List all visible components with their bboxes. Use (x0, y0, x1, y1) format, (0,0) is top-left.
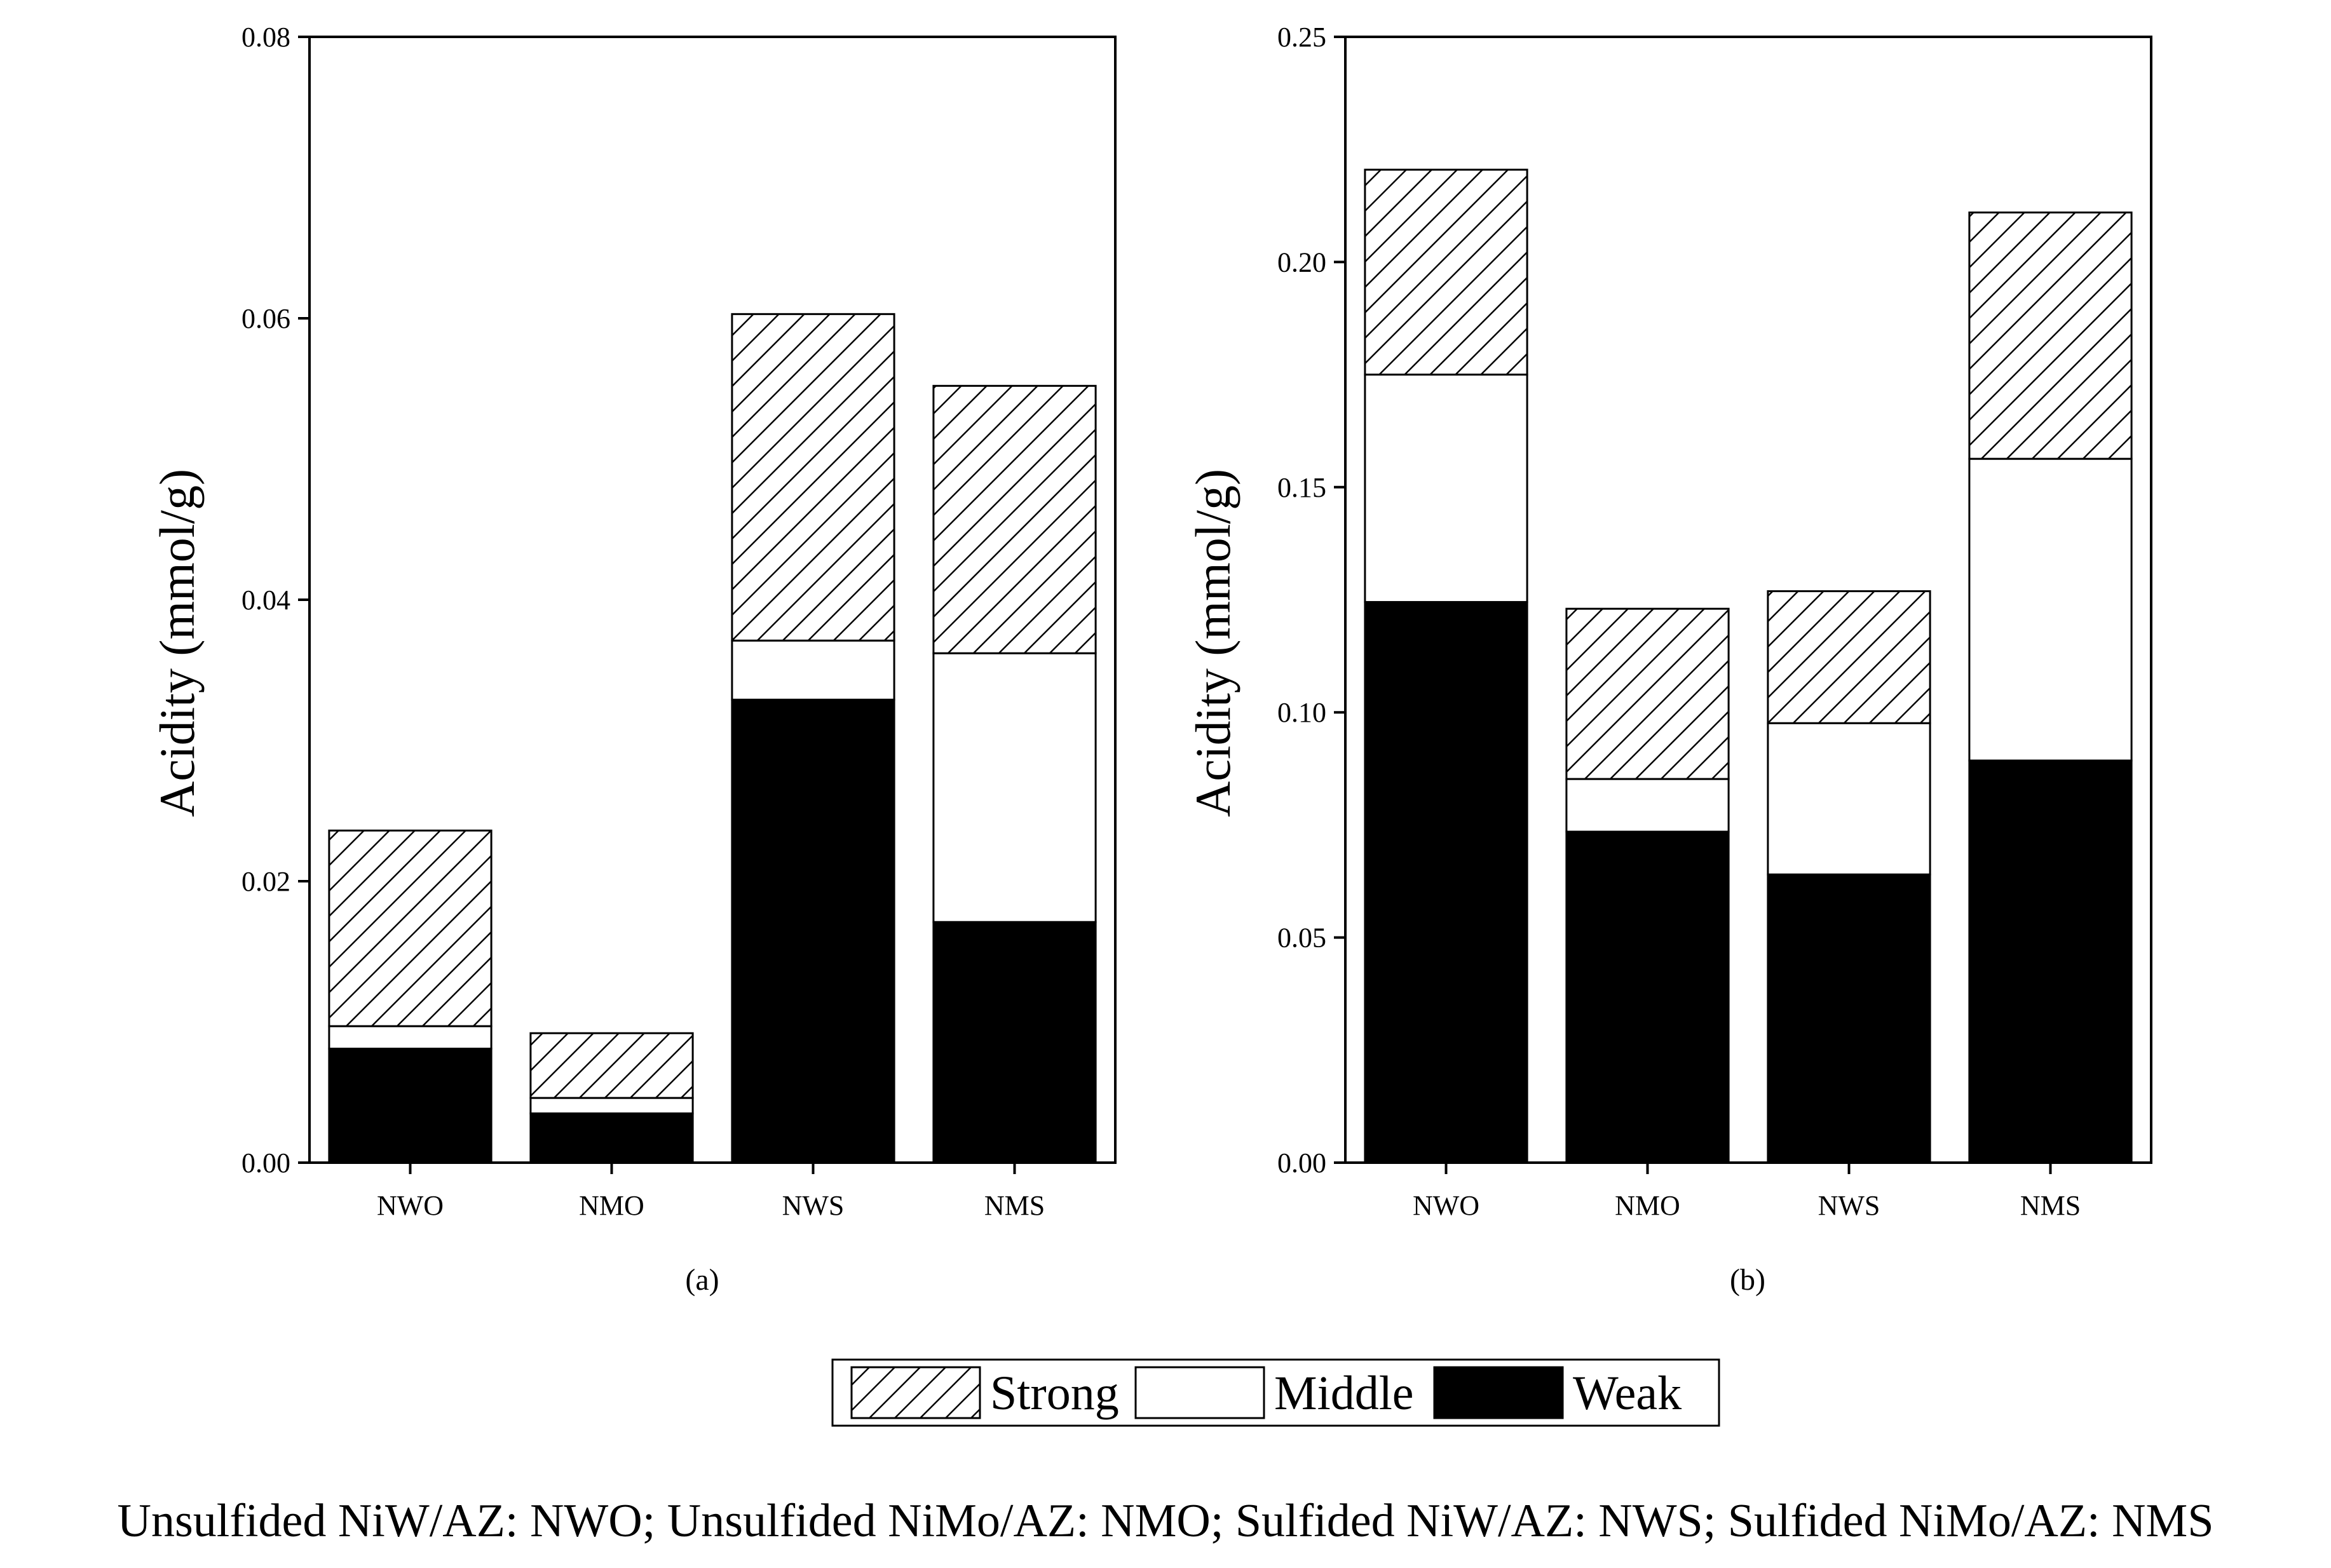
bar-strong-nwo (328, 829, 493, 1027)
y-tick-label: 0.15 (1277, 472, 1326, 503)
bar-strong-nmo (1565, 607, 1730, 780)
bar-middle-nmo (529, 1097, 694, 1114)
y-axis-a: 0.00 0.02 0.04 0.06 0.08 (241, 22, 309, 1179)
x-tick-label: NWS (782, 1190, 845, 1221)
bar-weak-nws (731, 698, 895, 1164)
y-tick-label: 0.25 (1277, 22, 1326, 53)
bars-b (1364, 168, 2133, 1164)
legend-swatch-strong (850, 1366, 981, 1419)
bar-weak-nmo (1565, 830, 1730, 1164)
bar-middle-nws (731, 639, 895, 701)
y-axis-label-b: Acidity (mmol/g) (1185, 469, 1240, 817)
chart-panel-a: 0.00 0.02 0.04 0.06 0.08 NWO NMO NWS NMS Acidit… (149, 22, 1117, 1297)
legend-label-strong: Strong (990, 1367, 1119, 1420)
panel-label-b: (b) (1730, 1263, 1765, 1297)
bar-middle-nwo (328, 1025, 493, 1050)
bar-strong-nmo (529, 1032, 694, 1099)
bar-strong-nws (731, 313, 895, 642)
legend-swatch-middle (1134, 1366, 1265, 1419)
bar-strong-nws (1767, 590, 1931, 724)
y-tick-label: 0.20 (1277, 247, 1326, 278)
chart-panel-b: 0.00 0.05 0.10 0.15 0.20 0.25 NWO NMO NWS NMS Ac… (1185, 22, 2152, 1297)
figure-caption: Unsulfided NiW/AZ: NWO; Unsulfided NiMo/… (117, 1495, 2214, 1547)
bars-a (328, 313, 1097, 1164)
x-tick-label: NWS (1818, 1190, 1880, 1221)
y-tick-label: 0.00 (241, 1147, 290, 1179)
bar-middle-nms (932, 652, 1097, 923)
x-tick-label: NMO (1615, 1190, 1680, 1221)
bar-weak-nmo (529, 1112, 694, 1164)
x-tick-label: NWO (377, 1190, 444, 1221)
bar-middle-nws (1767, 722, 1931, 875)
legend: Strong Middle Weak (831, 1358, 1720, 1427)
bar-strong-nms (932, 384, 1097, 654)
y-tick-label: 0.00 (1277, 1147, 1326, 1179)
bar-strong-nwo (1364, 168, 1528, 376)
x-tick-label: NMS (2020, 1190, 2081, 1221)
y-tick-label: 0.02 (241, 866, 290, 897)
y-axis-b: 0.00 0.05 0.10 0.15 0.20 0.25 (1277, 22, 1345, 1179)
legend-swatch-weak (1433, 1366, 1564, 1419)
y-tick-label: 0.06 (241, 303, 290, 334)
bar-strong-nms (1968, 211, 2133, 460)
legend-label-middle: Middle (1274, 1367, 1414, 1420)
x-axis-b: NWO NMO NWS NMS (1413, 1163, 2081, 1221)
bar-weak-nms (1968, 759, 2133, 1164)
bar-weak-nws (1767, 873, 1931, 1164)
y-tick-label: 0.04 (241, 585, 290, 616)
x-tick-label: NWO (1413, 1190, 1479, 1221)
y-tick-label: 0.05 (1277, 923, 1326, 954)
bar-weak-nms (932, 921, 1097, 1164)
bar-middle-nms (1968, 457, 2133, 762)
bar-weak-nwo (328, 1048, 493, 1164)
panel-label-a: (a) (685, 1263, 719, 1297)
legend-label-weak: Weak (1573, 1367, 1682, 1420)
y-tick-label: 0.10 (1277, 697, 1326, 728)
y-axis-label-a: Acidity (mmol/g) (149, 469, 205, 817)
x-tick-label: NMO (579, 1190, 644, 1221)
y-tick-label: 0.08 (241, 22, 290, 53)
plot-frame-b (1344, 36, 2152, 1164)
bar-middle-nmo (1565, 778, 1730, 833)
x-axis-a: NWO NMO NWS NMS (377, 1163, 1045, 1221)
bar-middle-nwo (1364, 374, 1528, 604)
x-tick-label: NMS (984, 1190, 1045, 1221)
bar-weak-nwo (1364, 601, 1528, 1164)
